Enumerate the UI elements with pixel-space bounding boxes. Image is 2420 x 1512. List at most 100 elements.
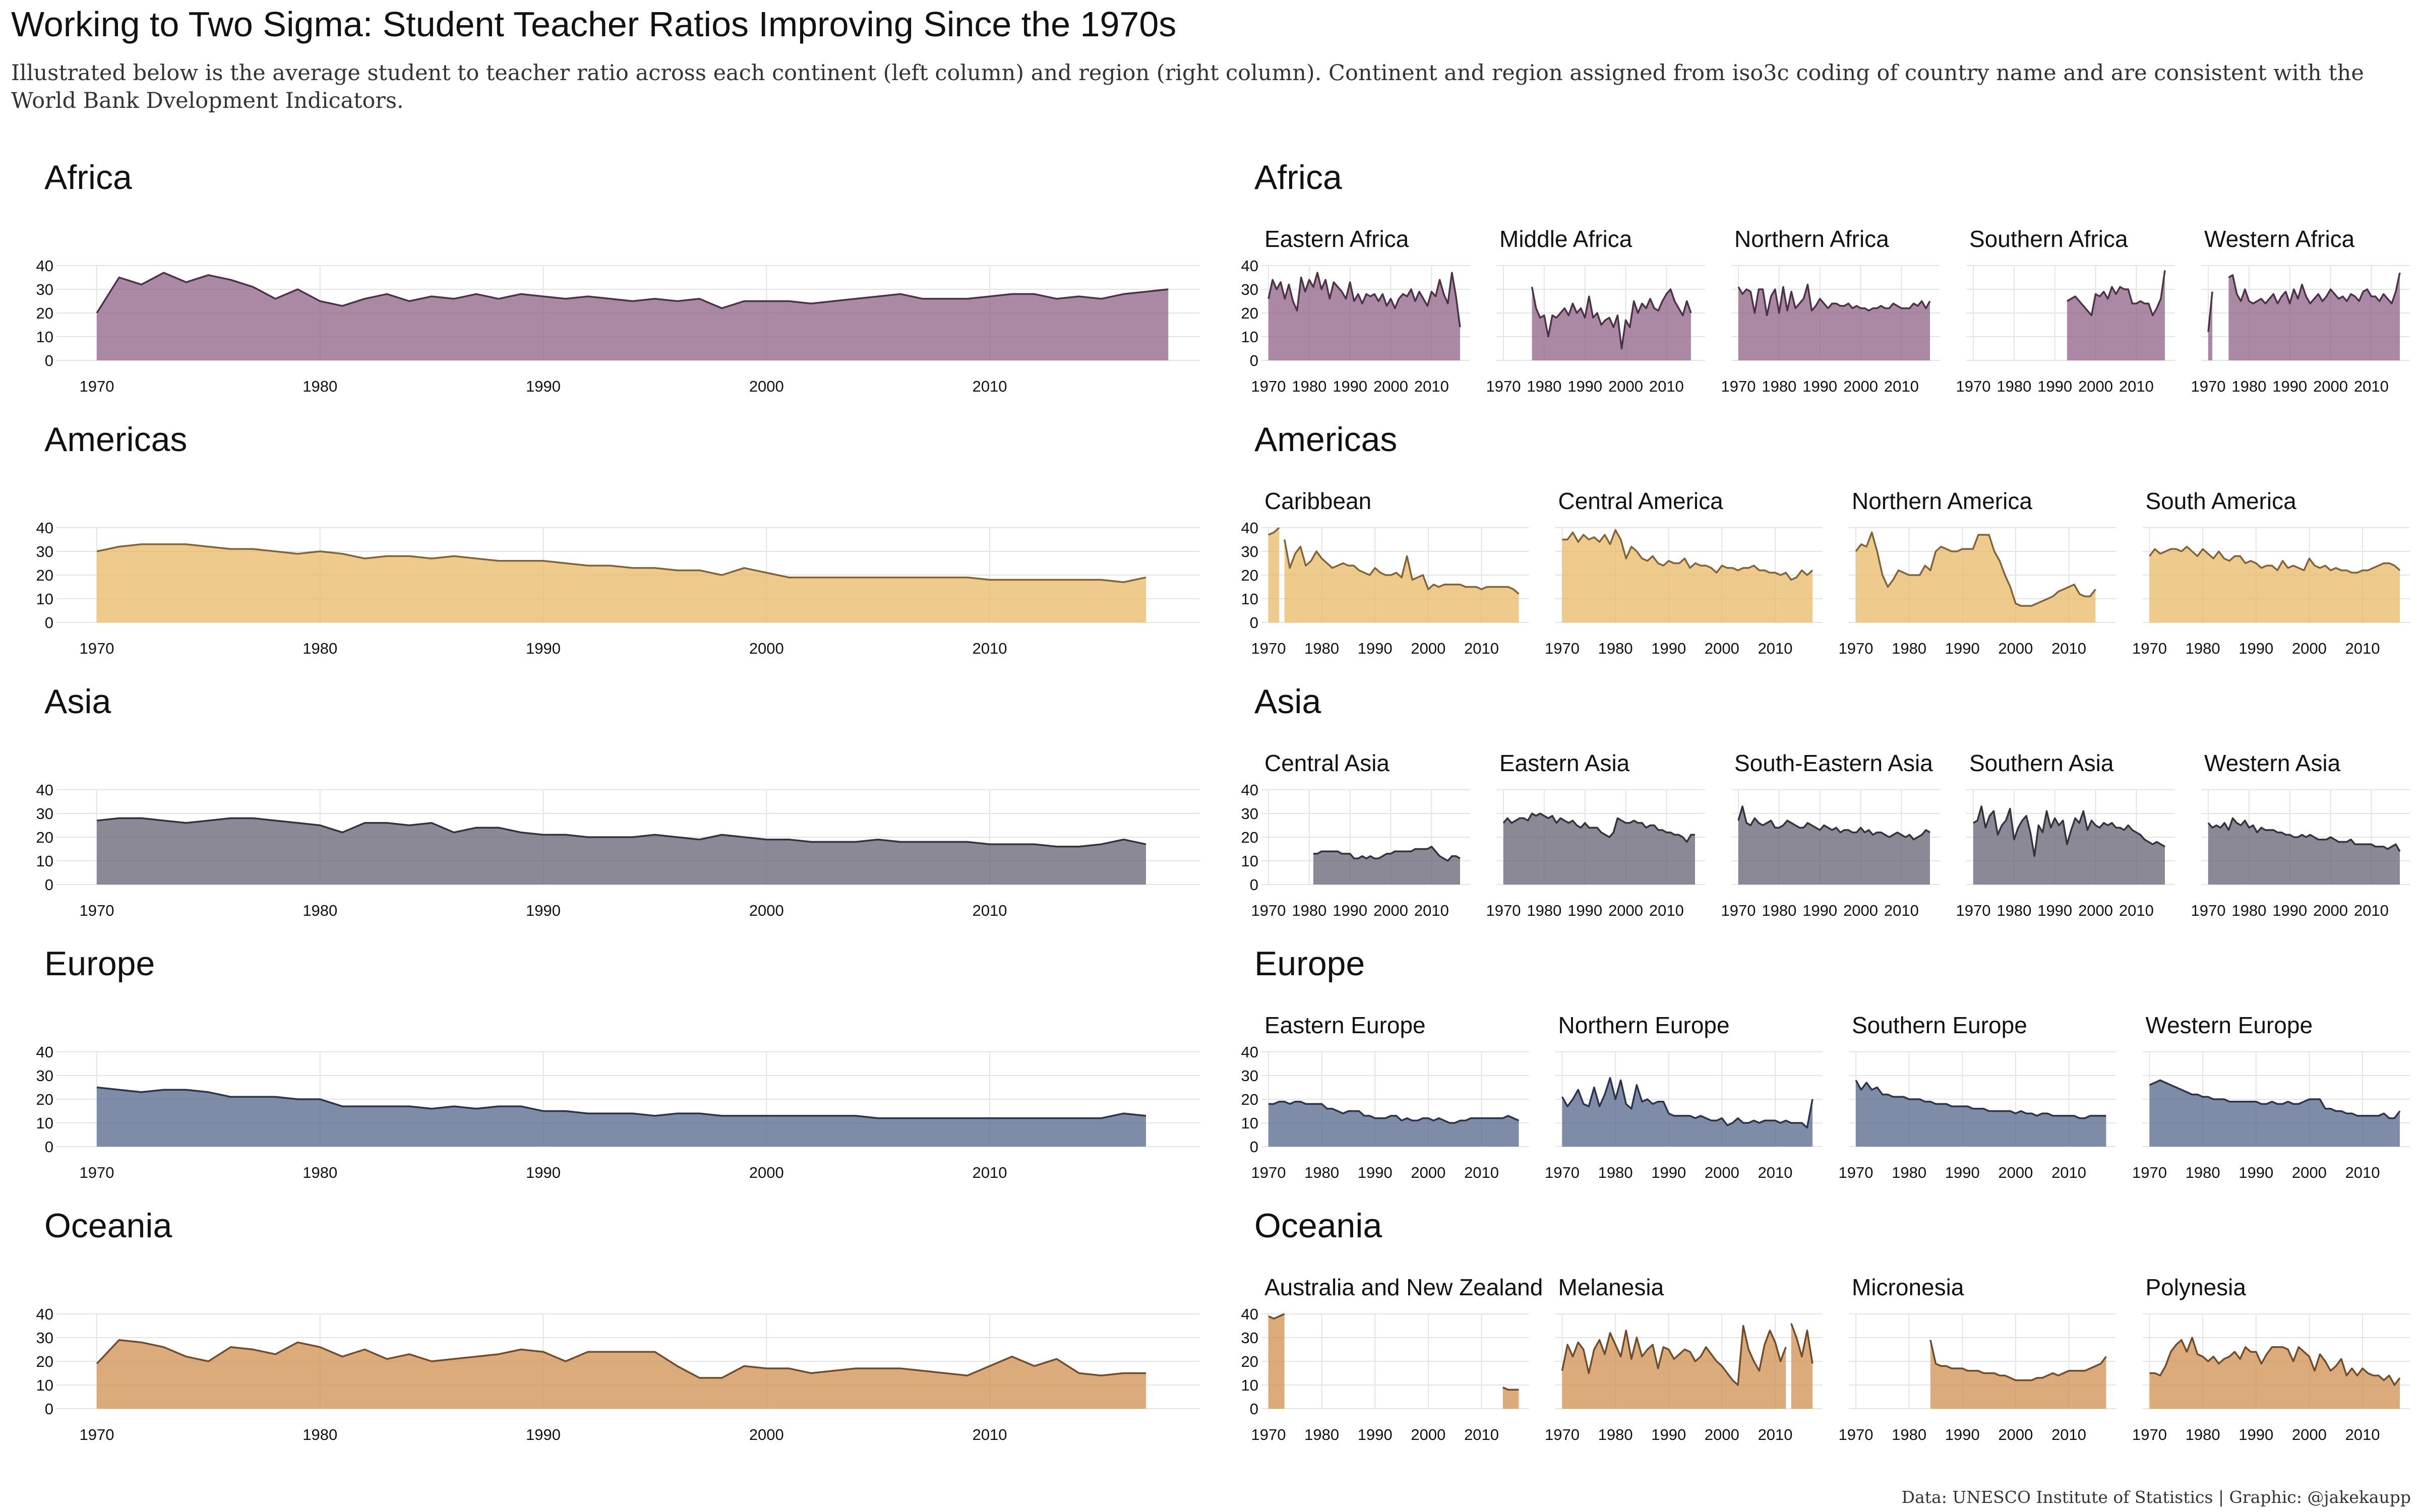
x-tick-label: 1970	[80, 1426, 114, 1443]
region-title: Western Asia	[2204, 750, 2341, 776]
x-tick-label: 2010	[1884, 377, 1919, 395]
region-panel: South America 1970 1980 1990 2000 2010	[2132, 488, 2410, 657]
series-line	[2149, 1079, 2401, 1119]
continent-panel-oceania: Oceania 0 10 20 30 40 1970 1980 1990 2000 2010	[36, 1207, 1200, 1443]
series-line	[2149, 1337, 2401, 1386]
x-tick-label: 1980	[1304, 1164, 1339, 1181]
x-tick-label: 1990	[2272, 377, 2307, 395]
y-tick-label: 40	[1241, 781, 1258, 799]
series-line	[1268, 1313, 1285, 1320]
x-tick-label: 2000	[1705, 1164, 1739, 1181]
y-tick-label: 20	[1241, 829, 1258, 846]
series-line	[1855, 531, 2096, 607]
y-tick-label: 30	[1241, 805, 1258, 823]
x-tick-label: 2000	[749, 640, 784, 657]
series-line	[1313, 846, 1461, 862]
y-tick-label: 10	[36, 328, 53, 346]
x-tick-label: 1990	[2037, 902, 2072, 919]
region-title: Micronesia	[1852, 1274, 1964, 1300]
region-title: South America	[2146, 488, 2297, 514]
region-group-title: Asia	[1254, 682, 1321, 721]
y-tick-label: 20	[1241, 1091, 1258, 1108]
x-tick-label: 1980	[1996, 377, 2031, 395]
series-line	[1283, 539, 1520, 595]
area-fill	[1503, 813, 1695, 885]
x-tick-label: 1970	[2191, 902, 2226, 919]
x-tick-label: 2000	[1998, 640, 2033, 657]
region-panel: Central America 1970 1980 1990 2000 2010	[1545, 488, 1823, 657]
y-tick-label: 10	[36, 852, 53, 870]
x-tick-label: 2000	[1843, 902, 1878, 919]
x-tick-label: 1990	[526, 640, 561, 657]
x-tick-label: 1980	[302, 1164, 337, 1181]
region-group-title: Americas	[1254, 420, 1397, 459]
region-panel: South-Eastern Asia 1970 1980 1990 2000 2010	[1721, 750, 1940, 919]
series-line	[1929, 1340, 2107, 1381]
x-tick-label: 2010	[2354, 377, 2389, 395]
x-tick-label: 1980	[1598, 1426, 1633, 1443]
x-tick-label: 1980	[2186, 640, 2220, 657]
x-tick-label: 2000	[2078, 377, 2113, 395]
series-line	[1562, 529, 1813, 581]
x-tick-label: 1980	[1598, 1164, 1633, 1181]
region-group-europe: Europe Eastern Europe 0 10 20 30 40 1970 1980 199…	[1241, 944, 2410, 1181]
series-line	[2207, 291, 2213, 332]
y-tick-label: 10	[36, 590, 53, 608]
y-tick-label: 30	[1241, 281, 1258, 298]
y-tick-label: 30	[1241, 1329, 1258, 1347]
x-tick-label: 2010	[1464, 1426, 1499, 1443]
y-tick-label: 0	[45, 1400, 53, 1418]
x-tick-label: 2000	[749, 1426, 784, 1443]
x-tick-label: 1990	[526, 1164, 561, 1181]
x-tick-label: 1970	[1486, 377, 1521, 395]
area-fill	[97, 544, 1146, 622]
x-tick-label: 2000	[1998, 1426, 2033, 1443]
x-tick-label: 2000	[1411, 1426, 1445, 1443]
area-fill	[2208, 818, 2400, 885]
x-tick-label: 2010	[1758, 640, 1793, 657]
y-tick-label: 30	[36, 281, 53, 298]
series-line	[1790, 1323, 1813, 1364]
x-tick-label: 1980	[302, 640, 337, 657]
region-title: Northern Europe	[1558, 1012, 1730, 1038]
region-panel: Polynesia 1970 1980 1990 2000 2010	[2132, 1274, 2410, 1443]
x-tick-label: 1990	[2272, 902, 2307, 919]
series-line	[2228, 272, 2401, 304]
x-tick-label: 2010	[1464, 1164, 1499, 1181]
x-tick-label: 1990	[2238, 640, 2273, 657]
area-fill	[97, 273, 1169, 360]
continent-title: Americas	[44, 420, 187, 459]
region-panel: Middle Africa 1970 1980 1990 2000 2010	[1486, 226, 1705, 395]
region-title: Australia and New Zealand	[1264, 1274, 1543, 1300]
region-panel: Western Europe 1970 1980 1990 2000 2010	[2132, 1012, 2410, 1181]
region-title: Polynesia	[2146, 1274, 2247, 1300]
x-tick-label: 2000	[749, 1164, 784, 1181]
y-tick-label: 20	[36, 1091, 53, 1108]
area-fill	[1856, 532, 2096, 622]
y-tick-label: 30	[36, 543, 53, 560]
x-tick-label: 1990	[1333, 902, 1367, 919]
x-tick-label: 1980	[1762, 377, 1796, 395]
x-tick-label: 2010	[2119, 377, 2154, 395]
x-tick-label: 2010	[2345, 640, 2380, 657]
x-tick-label: 1970	[2132, 1164, 2167, 1181]
y-tick-label: 30	[36, 1067, 53, 1085]
x-tick-label: 1970	[1251, 902, 1286, 919]
y-tick-label: 0	[1250, 1138, 1258, 1156]
x-tick-label: 1980	[302, 377, 337, 395]
region-title: Western Europe	[2146, 1012, 2313, 1038]
y-tick-label: 0	[1250, 876, 1258, 894]
x-tick-label: 2000	[1373, 377, 1408, 395]
region-panel: Northern Europe 1970 1980 1990 2000 2010	[1545, 1012, 1823, 1181]
y-tick-label: 40	[1241, 1305, 1258, 1323]
x-tick-label: 1980	[1762, 902, 1796, 919]
region-panel: Southern Africa 1970 1980 1990 2000 2010	[1956, 226, 2175, 395]
area-fill	[1562, 530, 1812, 622]
continent-title: Oceania	[44, 1207, 172, 1245]
region-title: Eastern Europe	[1264, 1012, 1426, 1038]
x-tick-label: 1970	[1251, 640, 1286, 657]
x-tick-label: 1990	[1651, 1164, 1686, 1181]
area-fill	[97, 1340, 1146, 1409]
series-line	[2149, 545, 2401, 574]
x-tick-label: 1970	[2191, 377, 2226, 395]
